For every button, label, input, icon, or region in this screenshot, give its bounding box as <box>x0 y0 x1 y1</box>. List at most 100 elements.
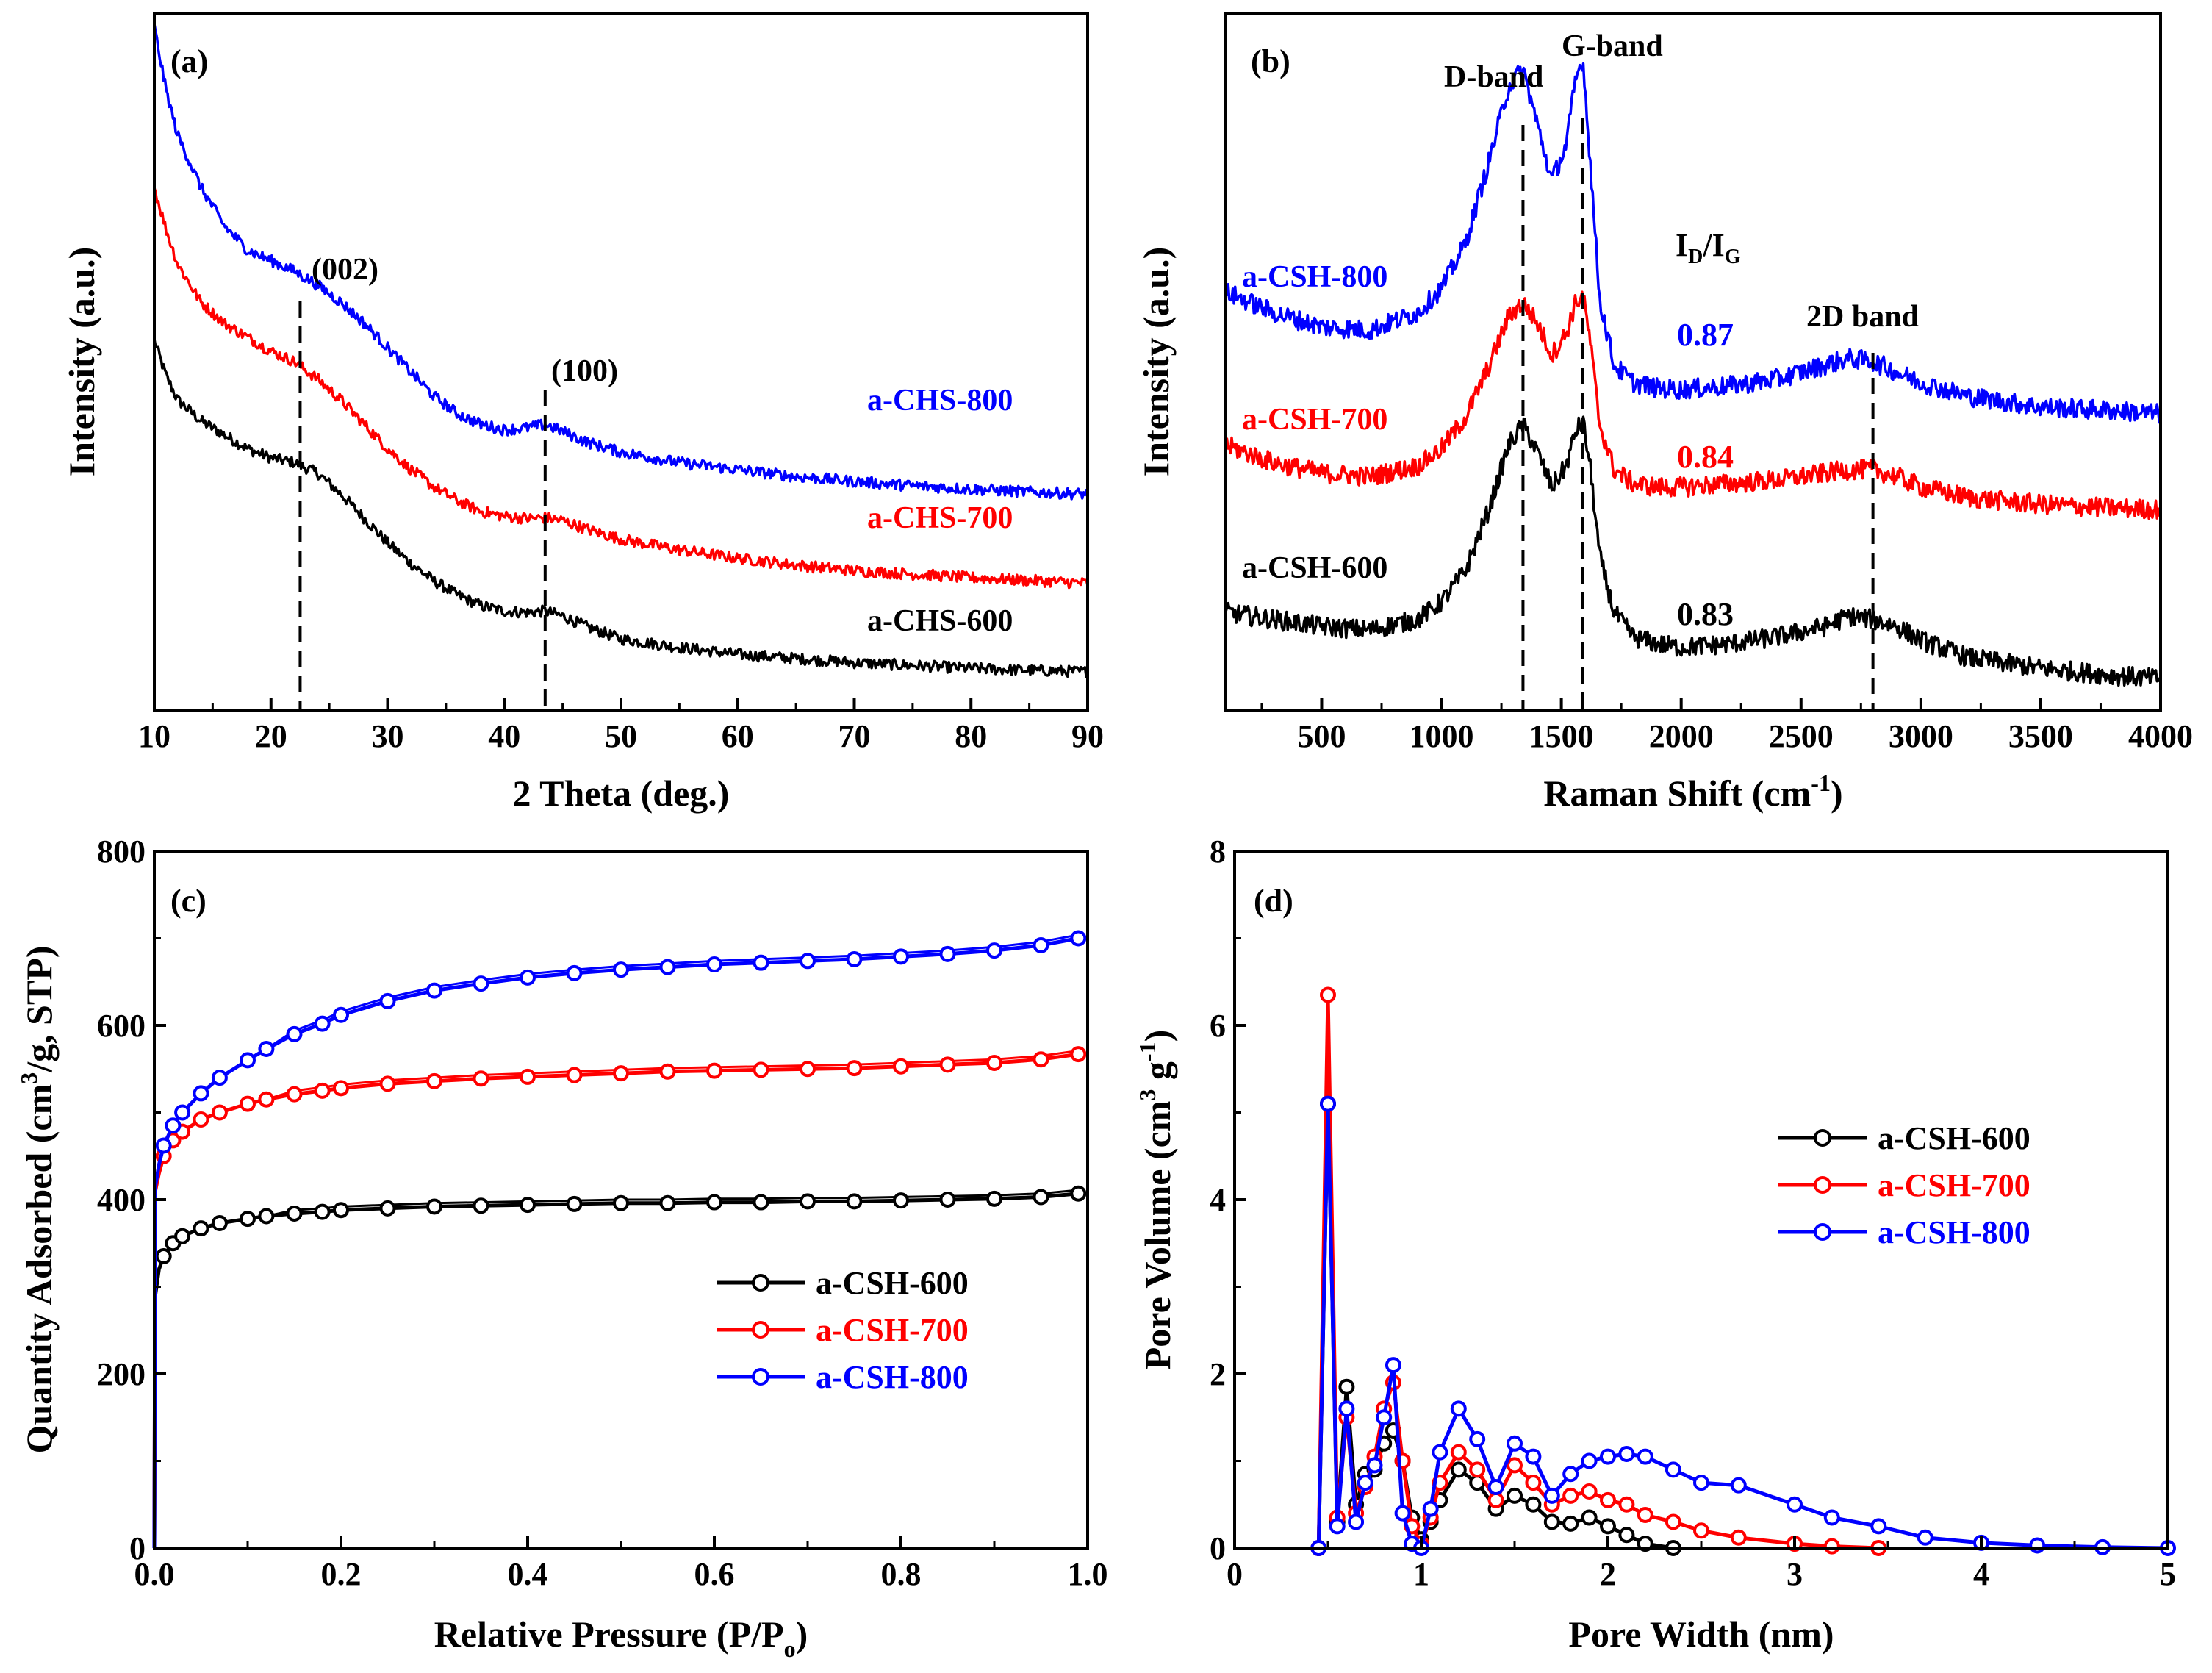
isotherm-point-a-csh-800 <box>379 992 396 1009</box>
psd-point-a-csh-600 <box>1600 1518 1616 1535</box>
isotherm-point-a-csh-600 <box>566 1195 583 1212</box>
isotherm-point-a-csh-600 <box>258 1208 275 1225</box>
psd-xtick-label: 3 <box>1787 1556 1803 1592</box>
band-label-g: G-band <box>1562 29 1663 63</box>
isotherm-point-a-csh-700 <box>893 1058 909 1075</box>
psd-point-a-csh-600 <box>1543 1513 1560 1530</box>
xrd-xtick-label: 40 <box>488 718 520 754</box>
xrd-line-a-chs-800 <box>153 24 1089 501</box>
isotherm-point-a-csh-800 <box>1033 936 1049 953</box>
raman-xtick-label: 3000 <box>1889 718 1953 754</box>
isotherm-point-a-csh-700 <box>473 1070 489 1087</box>
isotherm-point-a-csh-700 <box>193 1111 209 1128</box>
isotherm-point-a-csh-600 <box>473 1197 489 1214</box>
psd-point-a-csh-600 <box>1562 1515 1579 1532</box>
psd-point-a-csh-600 <box>1507 1487 1523 1504</box>
band-label-2d: 2D band <box>1806 300 1919 334</box>
isotherm-ytick-label: 800 <box>97 834 146 870</box>
psd-point-a-csh-800 <box>1823 1509 1840 1526</box>
panel-c-axes: 0.0 0.2 0.4 0.6 0.8 1.0 0 200 400 600 800 <box>97 834 1108 1592</box>
psd-point-a-csh-600 <box>1618 1527 1635 1544</box>
psd-point-a-csh-600 <box>1581 1509 1598 1526</box>
isotherm-point-a-csh-700 <box>706 1062 722 1079</box>
psd-point-a-csh-800 <box>1394 1505 1411 1522</box>
panel-a-label: (a) <box>170 43 208 79</box>
isotherm-point-a-csh-800 <box>240 1052 256 1069</box>
psd-point-a-csh-800 <box>1693 1475 1709 1491</box>
raman-xtick-label: 1000 <box>1410 718 1474 754</box>
isotherm-point-a-csh-800 <box>211 1070 228 1086</box>
isotherm-point-a-csh-600 <box>333 1202 349 1219</box>
isotherm-ytick-label: 200 <box>97 1356 146 1392</box>
panel-c-xlabel: Relative Pressure (P/Po) <box>434 1613 808 1662</box>
psd-point-a-csh-700 <box>1487 1491 1504 1508</box>
ratio-value-700: 0.84 <box>1677 439 1734 475</box>
psd-point-a-csh-700 <box>1562 1487 1579 1504</box>
psd-ytick-label: 2 <box>1210 1356 1226 1392</box>
legend-label: a-CSH-800 <box>1878 1214 2030 1250</box>
isotherm-point-a-csh-600 <box>314 1203 331 1220</box>
isotherm-point-a-csh-800 <box>753 954 769 971</box>
panel-d-plot <box>1310 986 2176 1556</box>
isotherm-point-a-csh-600 <box>893 1192 909 1209</box>
isotherm-point-a-csh-600 <box>846 1193 863 1210</box>
panel-c: 0.0 0.2 0.4 0.6 0.8 1.0 0 200 400 600 800 (c) a-CS… <box>15 834 1108 1662</box>
isotherm-line-a-csh-700 <box>152 1052 1079 1549</box>
psd-point-a-csh-800 <box>1917 1529 1933 1546</box>
isotherm-point-a-csh-800 <box>613 961 629 978</box>
xrd-xtick-label: 80 <box>955 718 987 754</box>
psd-point-a-csh-800 <box>1320 1095 1336 1112</box>
psd-point-a-csh-700 <box>1507 1457 1523 1474</box>
psd-ytick-label: 0 <box>1210 1530 1226 1566</box>
panel-b-axes: 500 1000 1500 2000 2500 3000 3500 4000 <box>1260 698 2193 754</box>
panel-b-plot <box>1224 62 2162 710</box>
isotherm-xtick-label: 0.6 <box>694 1556 735 1592</box>
isotherm-point-a-csh-700 <box>659 1063 676 1080</box>
isotherm-point-a-csh-600 <box>706 1194 722 1211</box>
isotherm-point-a-csh-700 <box>566 1067 583 1083</box>
psd-point-a-csh-600 <box>1525 1496 1542 1513</box>
series-label-a-chs-600: a-CHS-600 <box>867 604 1013 638</box>
isotherm-ytick-label: 0 <box>129 1530 146 1566</box>
psd-point-a-csh-700 <box>1618 1496 1635 1513</box>
isotherm-point-a-csh-700 <box>800 1061 816 1078</box>
psd-point-a-csh-800 <box>1338 1400 1355 1417</box>
isotherm-point-a-csh-600 <box>1033 1189 1049 1206</box>
panel-c-ylabel: Quantity Adsorbed (cm3/g, STP) <box>15 945 60 1453</box>
legend-label: a-CSH-600 <box>1878 1120 2030 1156</box>
panel-d-label: (d) <box>1254 883 1293 919</box>
psd-ytick-label: 4 <box>1210 1182 1226 1218</box>
legend-marker <box>752 1368 769 1386</box>
isotherm-point-a-csh-600 <box>659 1194 676 1211</box>
series-label-a-csh-600: a-CSH-600 <box>1242 551 1387 585</box>
psd-xtick-label: 2 <box>1600 1556 1616 1592</box>
isotherm-point-a-csh-800 <box>165 1117 182 1134</box>
panel-d-legend: a-CSH-600 a-CSH-700 a-CSH-800 <box>1778 1120 2030 1250</box>
psd-xtick-label: 4 <box>1973 1556 1989 1592</box>
psd-point-a-csh-700 <box>1637 1506 1653 1523</box>
isotherm-point-a-csh-700 <box>846 1060 863 1077</box>
isotherm-point-a-csh-800 <box>174 1104 191 1121</box>
isotherm-ytick-label: 400 <box>97 1182 146 1218</box>
raman-line-a-csh-700 <box>1224 290 2162 520</box>
isotherm-point-a-csh-700 <box>379 1075 396 1092</box>
legend-label: a-CSH-600 <box>816 1265 969 1301</box>
isotherm-xtick-label: 0.2 <box>321 1556 362 1592</box>
isotherm-point-a-csh-600 <box>193 1220 209 1237</box>
isotherm-point-a-csh-800 <box>155 1137 172 1154</box>
isotherm-point-a-csh-800 <box>286 1025 303 1042</box>
psd-point-a-csh-700 <box>1320 986 1336 1003</box>
legend-marker <box>752 1321 769 1339</box>
isotherm-point-a-csh-700 <box>333 1080 349 1097</box>
isotherm-point-a-csh-800 <box>659 959 676 975</box>
xrd-xtick-label: 30 <box>372 718 404 754</box>
psd-point-a-csh-800 <box>1600 1448 1616 1465</box>
ratio-value-600: 0.83 <box>1677 596 1734 632</box>
panel-b-frame <box>1224 12 2162 712</box>
psd-xtick-label: 1 <box>1413 1556 1429 1592</box>
peak-label-002: (002) <box>312 253 378 287</box>
isotherm-point-a-csh-800 <box>258 1040 275 1057</box>
psd-point-a-csh-700 <box>1525 1475 1542 1491</box>
psd-point-a-csh-700 <box>1581 1483 1598 1500</box>
